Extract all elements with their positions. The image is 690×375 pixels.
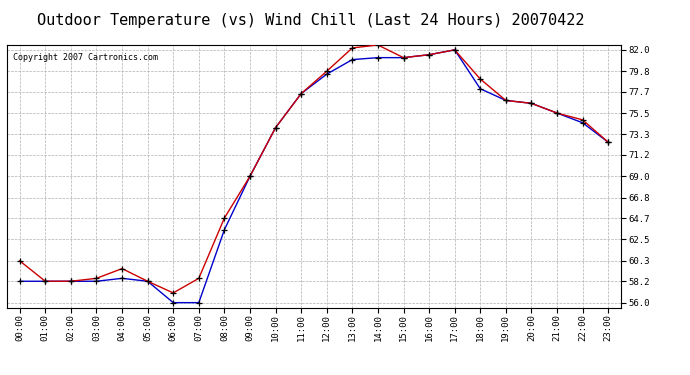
Text: Copyright 2007 Cartronics.com: Copyright 2007 Cartronics.com	[13, 53, 158, 62]
Text: Outdoor Temperature (vs) Wind Chill (Last 24 Hours) 20070422: Outdoor Temperature (vs) Wind Chill (Las…	[37, 13, 584, 28]
